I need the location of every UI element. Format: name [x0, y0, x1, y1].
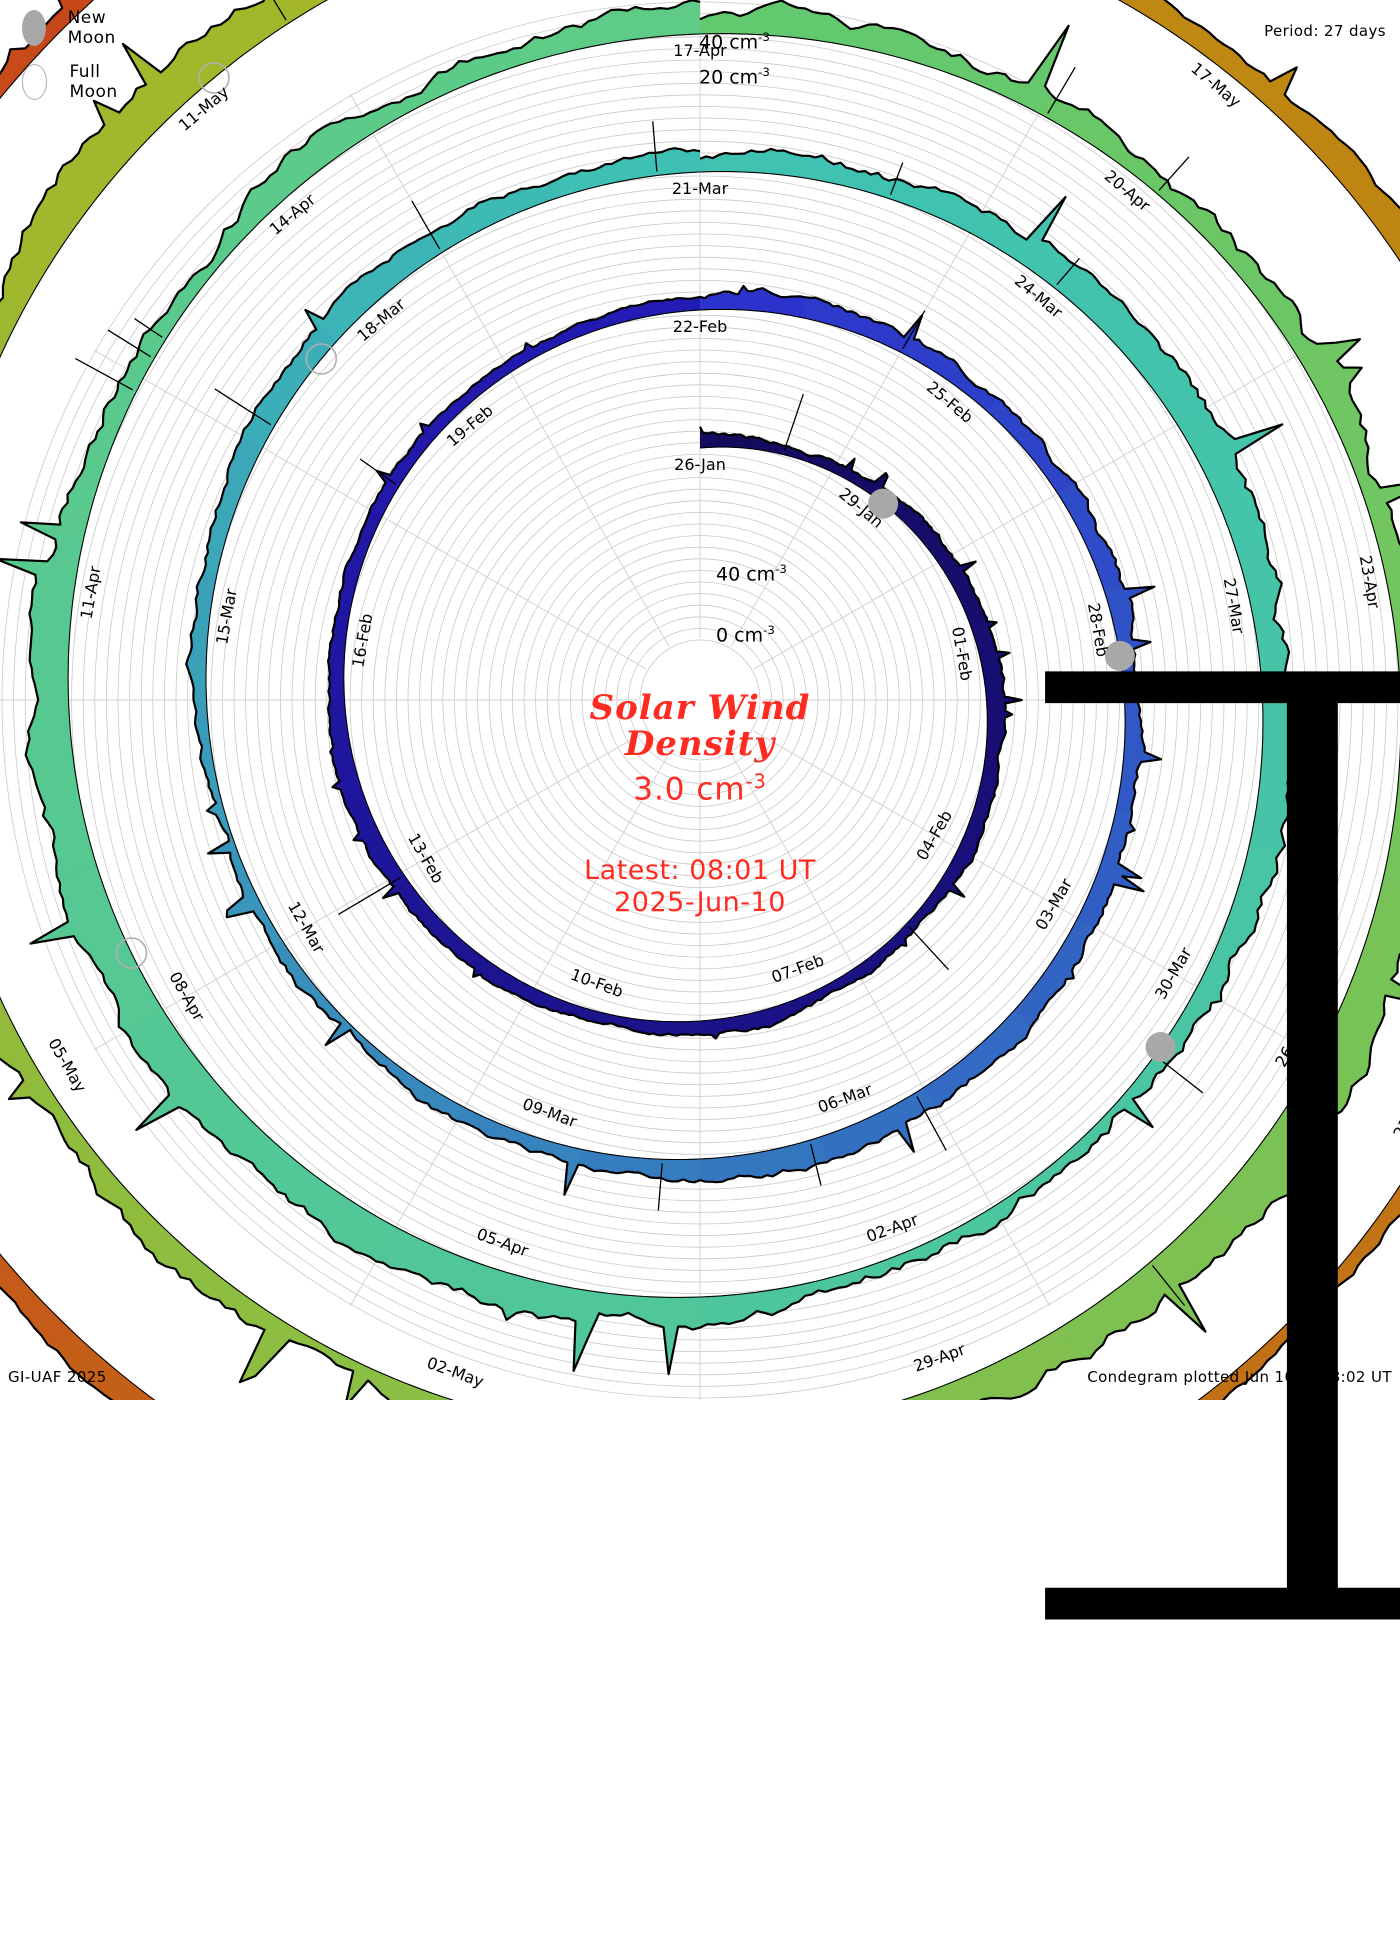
scale-bar-bottom-label: 0 cm-3: [716, 623, 775, 646]
date-label: 21-Mar: [672, 179, 729, 198]
radial-tick-20-exp: -3: [758, 65, 770, 79]
radial-tick-20: 20 cm-3: [699, 65, 770, 88]
scale-bar-top-text: 40 cm: [716, 563, 776, 586]
radial-tick-20-text: 20 cm: [699, 66, 759, 89]
scale-bar-top-exp: -3: [775, 562, 787, 576]
date-label: 17-Apr: [673, 41, 727, 60]
legend-full-moon-label: Full Moon: [69, 62, 118, 102]
scale-bar-top-label: 40 cm-3: [716, 562, 787, 585]
period-label: Period: 27 days: [1264, 22, 1386, 40]
legend-new-moon: New Moon: [22, 8, 128, 48]
filled-circle-icon: [22, 10, 46, 46]
condegram-canvas: 26-Jan 29-Jan 01-Feb 04-Feb 07-Feb 10-Feb 13-F…: [0, 0, 1400, 1620]
current-value: 3.0 cm-3: [400, 770, 1000, 807]
radial-tick-40: 40 cm-3: [699, 30, 770, 53]
date-label: 08-Apr: [165, 968, 208, 1024]
latest-date: 2025-Jun-10: [614, 887, 786, 919]
open-circle-icon: [22, 64, 48, 100]
latest-readout: Latest: 08:01 UT 2025-Jun-10: [400, 855, 1000, 919]
spiral-plot-svg: 26-Jan29-Jan01-Feb04-Feb07-Feb10-Feb13-F…: [0, 0, 1400, 1400]
date-label: 26-Jan: [674, 455, 726, 474]
date-label: 22-Feb: [673, 317, 727, 336]
plot-title-line1: Solar Wind: [589, 688, 811, 728]
date-label: 16-Feb: [348, 612, 376, 669]
moon-markers: [115, 62, 1176, 1063]
date-label: 10-Feb: [568, 965, 626, 1001]
date-label: 09-Mar: [520, 1094, 580, 1131]
current-value-exp: -3: [745, 770, 767, 793]
radial-tick-40-text: 40 cm: [699, 31, 759, 54]
scale-bar-bottom-text: 0 cm: [716, 624, 764, 647]
current-value-text: 3.0 cm: [633, 771, 746, 808]
date-label: 12-Mar: [284, 898, 329, 957]
density-traces: [0, 0, 1400, 1400]
plot-title: Solar Wind Density: [400, 690, 1000, 762]
date-label: 02-May: [424, 1353, 486, 1391]
date-label: 05-May: [44, 1035, 90, 1096]
legend-full-moon: Full Moon: [22, 62, 128, 102]
center-readout: Solar Wind Density 3.0 cm-3 Latest: 08:0…: [400, 690, 1000, 919]
plot-title-line2: Density: [624, 724, 776, 764]
date-label: 15-Mar: [212, 587, 241, 646]
radial-tick-40-exp: -3: [758, 30, 770, 44]
legend-new-moon-label: New Moon: [67, 8, 116, 48]
scale-bar-bottom-exp: -3: [763, 623, 775, 637]
latest-time: Latest: 08:01 UT: [584, 855, 816, 887]
polar-spokes: [0, 0, 1400, 1400]
date-label: 11-Apr: [77, 564, 105, 620]
credit-label: GI-UAF 2025: [8, 1368, 107, 1386]
